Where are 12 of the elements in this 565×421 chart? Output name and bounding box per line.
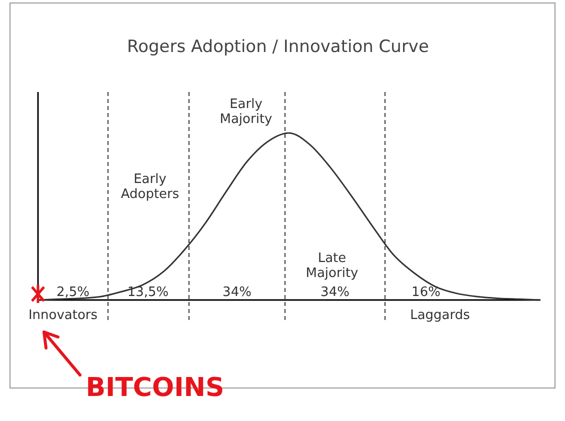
annotation: 34% — [222, 285, 252, 300]
annotation: Early Adopters — [120, 172, 180, 202]
annotation: Late Majority — [306, 251, 359, 281]
annotation: 2,5% — [56, 285, 90, 300]
text: BITCOINS — [86, 373, 224, 403]
annotation: 13,5% — [127, 285, 169, 300]
text: Laggards — [410, 308, 470, 323]
annotation: 16% — [412, 285, 440, 300]
chart-title: Rogers Adoption / Innovation Curve — [127, 37, 429, 57]
text: Innovators — [28, 308, 98, 323]
text: Early Majority — [220, 97, 273, 127]
annotation: 34% — [320, 285, 350, 300]
